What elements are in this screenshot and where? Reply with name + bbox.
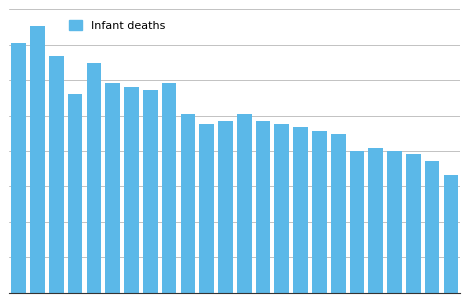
Bar: [106, 84, 120, 293]
Bar: [180, 114, 195, 293]
Bar: [387, 151, 402, 293]
Bar: [274, 124, 289, 293]
Bar: [218, 120, 233, 293]
Bar: [49, 56, 64, 293]
Bar: [406, 154, 421, 293]
Bar: [293, 127, 308, 293]
Bar: [68, 94, 82, 293]
Bar: [237, 114, 252, 293]
Bar: [368, 148, 383, 293]
Bar: [256, 120, 270, 293]
Bar: [331, 134, 345, 293]
Bar: [199, 124, 214, 293]
Bar: [350, 151, 364, 293]
Bar: [11, 43, 26, 293]
Bar: [124, 87, 139, 293]
Bar: [312, 131, 327, 293]
Bar: [143, 90, 158, 293]
Bar: [444, 174, 458, 293]
Bar: [30, 26, 45, 293]
Bar: [162, 84, 176, 293]
Legend: Infant deaths: Infant deaths: [69, 20, 166, 31]
Bar: [86, 63, 101, 293]
Bar: [425, 161, 439, 293]
